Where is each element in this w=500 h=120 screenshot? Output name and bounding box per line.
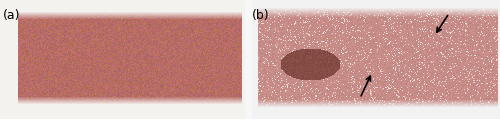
Text: (a): (a) — [3, 9, 20, 22]
Text: (b): (b) — [252, 9, 270, 22]
